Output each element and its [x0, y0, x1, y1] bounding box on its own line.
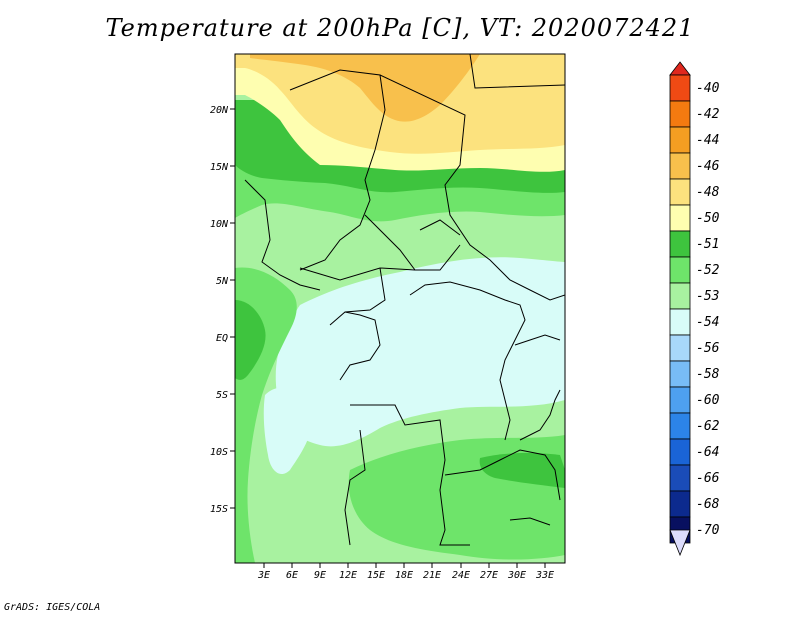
country-boundaries: [244, 54, 565, 546]
legend-swatch: [669, 308, 691, 336]
lat-label: 15S: [210, 504, 228, 515]
legend-swatch: [669, 100, 691, 128]
legend-swatch: [669, 282, 691, 310]
field-minus51-west-core: [235, 300, 266, 380]
legend-swatch: [669, 204, 691, 232]
field-minus54-zone: [275, 257, 565, 447]
legend-label: -64: [696, 445, 719, 460]
legend-swatch: [669, 256, 691, 284]
color-legend: -40 -42 -44 -46 -48 -50 -51 -52 -53 -54 …: [669, 61, 720, 557]
lon-label: 27E: [480, 570, 498, 581]
longitude-axis: 3E 6E 9E 12E 15E 18E 21E 24E 27E 30E 33E: [257, 563, 554, 581]
legend-label: -46: [696, 159, 720, 174]
legend-label: -53: [696, 289, 719, 304]
legend-swatch: [669, 464, 691, 492]
legend-swatch: [669, 178, 691, 206]
legend-swatch: [669, 152, 691, 180]
legend-label: -60: [696, 393, 720, 408]
legend-label: -62: [696, 419, 720, 434]
lat-label: 10N: [210, 219, 229, 230]
legend-swatch: [669, 74, 691, 102]
field-minus54-zone-south: [263, 387, 312, 475]
legend-swatch: [669, 126, 691, 154]
lon-label: 3E: [257, 570, 270, 581]
lat-label: 20N: [210, 105, 229, 116]
lat-label: 5S: [216, 390, 228, 401]
temperature-field: [235, 54, 565, 563]
legend-label: -58: [696, 367, 720, 382]
field-minus46-zone: [250, 54, 480, 122]
lon-label: 6E: [286, 570, 298, 581]
legend-label: -42: [696, 107, 720, 122]
lat-label: 15N: [210, 162, 229, 173]
legend-label: -52: [696, 263, 720, 278]
legend-label: -54: [696, 315, 719, 330]
lon-label: 30E: [507, 570, 526, 581]
legend-top-arrow: [669, 61, 691, 76]
legend-swatch: [669, 230, 691, 258]
lon-label: 9E: [314, 570, 326, 581]
lon-label: 24E: [452, 570, 470, 581]
legend-label: -66: [696, 471, 720, 486]
lon-label: 12E: [339, 570, 357, 581]
legend-label: -56: [696, 341, 720, 356]
legend-swatch: [669, 334, 691, 362]
legend-swatch: [669, 490, 691, 518]
legend-swatch: [669, 360, 691, 388]
legend-swatch: [669, 438, 691, 466]
field-minus51-southeast-core: [479, 453, 565, 488]
legend-label: -70: [696, 523, 720, 538]
lat-label: EQ: [216, 333, 228, 344]
legend-label: -50: [696, 211, 720, 226]
map-frame: [234, 53, 566, 564]
grads-credit: GrADS: IGES/COLA: [4, 602, 101, 613]
legend-bottom-arrow: [669, 529, 691, 557]
legend-label: -51: [696, 237, 719, 252]
map-title: Temperature at 200hPa [C], VT: 202007242…: [105, 14, 695, 42]
lat-label: 5N: [216, 276, 229, 287]
legend-label: -48: [696, 185, 720, 200]
lat-label: 10S: [210, 447, 228, 458]
lon-label: 21E: [423, 570, 441, 581]
lon-label: 33E: [535, 570, 554, 581]
lon-label: 15E: [367, 570, 385, 581]
legend-label: -44: [696, 133, 719, 148]
legend-swatch: [669, 412, 691, 440]
latitude-axis: 20N 15N 10N 5N EQ 5S 10S 15S: [210, 105, 235, 515]
legend-label: -40: [696, 81, 720, 96]
legend-swatch: [669, 386, 691, 414]
lon-label: 18E: [395, 570, 413, 581]
legend-label: -68: [696, 497, 720, 512]
